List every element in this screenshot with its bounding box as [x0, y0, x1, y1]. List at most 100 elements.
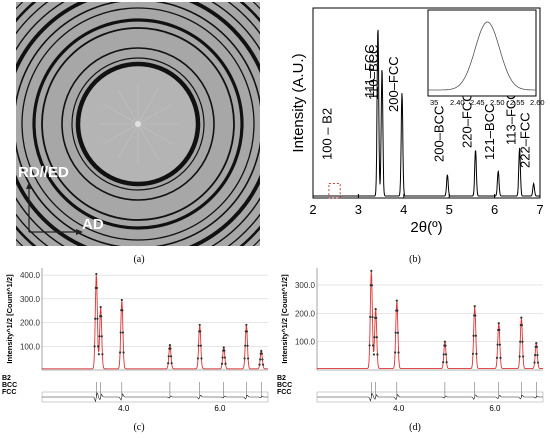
observed-point: [244, 344, 247, 347]
phase-label: BCC: [2, 382, 17, 389]
observed-point: [224, 362, 227, 365]
observed-point: [222, 346, 225, 349]
x-tick-label: 4.0: [393, 404, 405, 412]
observed-point: [445, 361, 448, 364]
observed-point: [372, 353, 376, 356]
y-axis-label: Intensity^1/2 [Count^1/2]: [5, 274, 14, 364]
panel-c-rietveld: 100.0 200.0 300.0 400.0 Intensity^1/2 [Count…: [0, 262, 275, 422]
observed-point: [258, 363, 261, 366]
inset-tick-label: 2.50: [490, 98, 505, 107]
plot-frame: [312, 7, 541, 199]
phase-label: FCC: [277, 389, 291, 396]
streak: [137, 123, 173, 145]
peak-label: 110–BCC: [366, 45, 381, 100]
observed-point: [167, 362, 170, 365]
x-tick-label: 4.0: [118, 404, 130, 412]
observed-point: [519, 340, 522, 343]
observed-point: [199, 344, 202, 347]
diffraction-ring: [41, 27, 235, 221]
observed-point: [475, 352, 478, 355]
observed-point: [533, 361, 536, 364]
observed-point: [198, 323, 201, 327]
observed-point: [394, 331, 397, 334]
streak: [103, 103, 139, 125]
streak: [103, 123, 139, 145]
observed-point: [393, 351, 397, 354]
streak: [137, 89, 159, 125]
xrd-curve: [313, 29, 540, 197]
observed-point: [376, 353, 379, 356]
observed-point: [443, 340, 447, 343]
inset-tick-label: 35: [430, 98, 438, 107]
x-tick-label: 4: [400, 202, 407, 217]
x-axis-label: 2θ(º): [410, 219, 442, 236]
diffraction-ring: [21, 7, 255, 241]
observed-point: [200, 357, 203, 360]
observed-point: [246, 344, 249, 347]
observed-point: [97, 353, 101, 356]
observed-point: [245, 323, 248, 327]
streak: [117, 89, 139, 125]
observed-point: [168, 343, 172, 347]
observed-point: [101, 353, 104, 356]
observed-point: [495, 356, 499, 359]
observed-point: [223, 349, 226, 352]
observed-point: [535, 341, 538, 345]
peak-label: 113–FCC: [504, 90, 519, 145]
observed-point: [169, 355, 173, 358]
diffraction-ring: [75, 61, 201, 187]
observed-point: [442, 353, 445, 356]
observed-point: [261, 358, 264, 361]
observed-point: [245, 330, 249, 333]
difference-curve: [317, 392, 543, 402]
observed-point: [534, 354, 537, 357]
observed-point: [444, 344, 447, 347]
observed-point: [119, 331, 122, 334]
y-tick-label: 300.0: [295, 281, 316, 290]
panel-d-rietveld: 100.0 200.0 300.0 Intensity^1/2 [Count^1/2]…: [275, 262, 550, 422]
diffraction-ring: [61, 47, 215, 201]
beam-center: [135, 121, 141, 127]
observed-point: [395, 299, 398, 302]
observed-point: [100, 335, 103, 338]
observed-point: [96, 345, 100, 348]
observed-point: [520, 316, 523, 319]
observed-point: [474, 314, 477, 317]
observed-point: [95, 272, 98, 276]
observed-point: [375, 336, 378, 339]
observed-point: [370, 269, 373, 272]
inset-tick-label: 2.40: [450, 98, 465, 107]
observed-point: [474, 334, 477, 337]
observed-point: [396, 309, 399, 312]
x-tick-label: 7: [536, 202, 543, 217]
observed-point: [535, 345, 538, 348]
observed-point: [371, 315, 374, 319]
inset-tick-label: 2.60: [530, 98, 545, 107]
label-ad: AD: [82, 216, 104, 233]
observed-point: [246, 357, 250, 360]
peak-label: 200–BCC: [431, 106, 446, 162]
observed-point: [472, 334, 475, 337]
caption-d: (d): [409, 422, 421, 433]
x-tick-label: 3: [355, 202, 362, 217]
inset-tick-label: 2.55: [510, 98, 525, 107]
streak: [117, 123, 139, 159]
observed-point: [374, 307, 377, 311]
observed-point: [369, 315, 372, 319]
phase-label: FCC: [2, 389, 16, 396]
observed-point: [499, 356, 502, 359]
observed-point: [260, 349, 263, 353]
observed-point: [199, 330, 202, 333]
axis-arrows: [26, 182, 83, 235]
y-axis-label: Intensity (A.U.): [290, 53, 307, 152]
observed-point: [121, 331, 125, 334]
observed-point: [220, 362, 224, 365]
y-tick-label: 300.0: [20, 295, 41, 304]
observed-point: [95, 286, 99, 290]
observed-point: [118, 351, 122, 354]
observed-point: [536, 354, 539, 357]
observed-point: [497, 322, 500, 325]
observed-point: [93, 345, 96, 348]
observed-point: [521, 340, 524, 343]
label-rd-ied: RD//ED: [18, 164, 69, 181]
